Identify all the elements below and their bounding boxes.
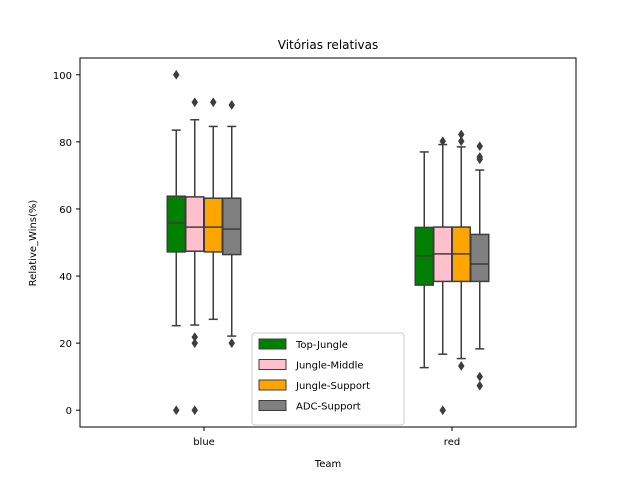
- iqr-box: [470, 233, 490, 283]
- outlier-point: [172, 69, 180, 80]
- plot-area: [79, 57, 577, 428]
- chart-title: Vitórias relativas: [278, 38, 379, 52]
- outlier-point: [191, 97, 199, 108]
- outlier-point: [457, 360, 465, 371]
- outlier-point: [228, 100, 236, 110]
- y-tick-label: 40: [59, 272, 72, 283]
- box-jungle-support-red: [451, 129, 471, 371]
- box-adc-support-blue: [222, 100, 242, 349]
- y-tick-label: 80: [59, 138, 72, 149]
- y-tick-label: 20: [59, 339, 72, 350]
- y-axis: 0 20 40 60 80 100: [53, 71, 80, 417]
- legend-frame: [251, 332, 405, 426]
- x-axis-label: Team: [314, 459, 341, 470]
- box-adc-support-red: [470, 141, 490, 391]
- y-tick-label: 100: [53, 71, 72, 82]
- x-tick-label-red: red: [444, 437, 460, 448]
- outlier-point: [228, 338, 236, 349]
- box-jungle-middle-red: [433, 136, 453, 416]
- legend-label-jungle-support: Jungle-Support: [295, 381, 370, 392]
- iqr-box: [222, 197, 242, 256]
- outlier-point: [191, 338, 199, 349]
- iqr-box: [166, 195, 186, 253]
- legend-label-jungle-middle: Jungle-Middle: [295, 361, 364, 372]
- box-jungle-middle-blue: [185, 97, 205, 416]
- outlier-point: [476, 380, 484, 391]
- legend-swatch-top-jungle: [258, 338, 287, 350]
- outlier-point: [439, 136, 447, 147]
- outlier-point: [209, 97, 217, 108]
- legend-swatch-jungle-middle: [258, 359, 287, 370]
- x-axis: blue red: [193, 427, 460, 448]
- iqr-box: [185, 196, 205, 252]
- y-tick-label: 60: [59, 205, 72, 216]
- outlier-point: [191, 405, 199, 416]
- outlier-point: [476, 371, 484, 382]
- box-top-jungle-red: [414, 151, 434, 369]
- legend-label-top-jungle: Top-Jungle: [295, 340, 348, 351]
- legend: Top-Jungle Jungle-Middle Jungle-Support ADC…: [251, 332, 405, 426]
- legend-label-adc-support: ADC-Support: [296, 402, 361, 413]
- legend-swatch-jungle-support: [258, 379, 287, 391]
- legend-swatch-adc-support: [258, 400, 287, 411]
- outlier-point: [439, 405, 447, 416]
- x-tick-label-blue: blue: [193, 437, 215, 448]
- y-axis-label: Relative_Wins(%): [28, 200, 39, 287]
- box-jungle-support-blue: [203, 97, 223, 321]
- outlier-point: [457, 136, 465, 147]
- outlier-point: [476, 154, 484, 165]
- y-tick-label: 0: [66, 406, 72, 417]
- outlier-point: [172, 405, 180, 416]
- outlier-point: [476, 141, 484, 152]
- box-top-jungle-blue: [166, 69, 186, 416]
- iqr-box: [203, 197, 223, 253]
- plot-frame: [79, 57, 577, 428]
